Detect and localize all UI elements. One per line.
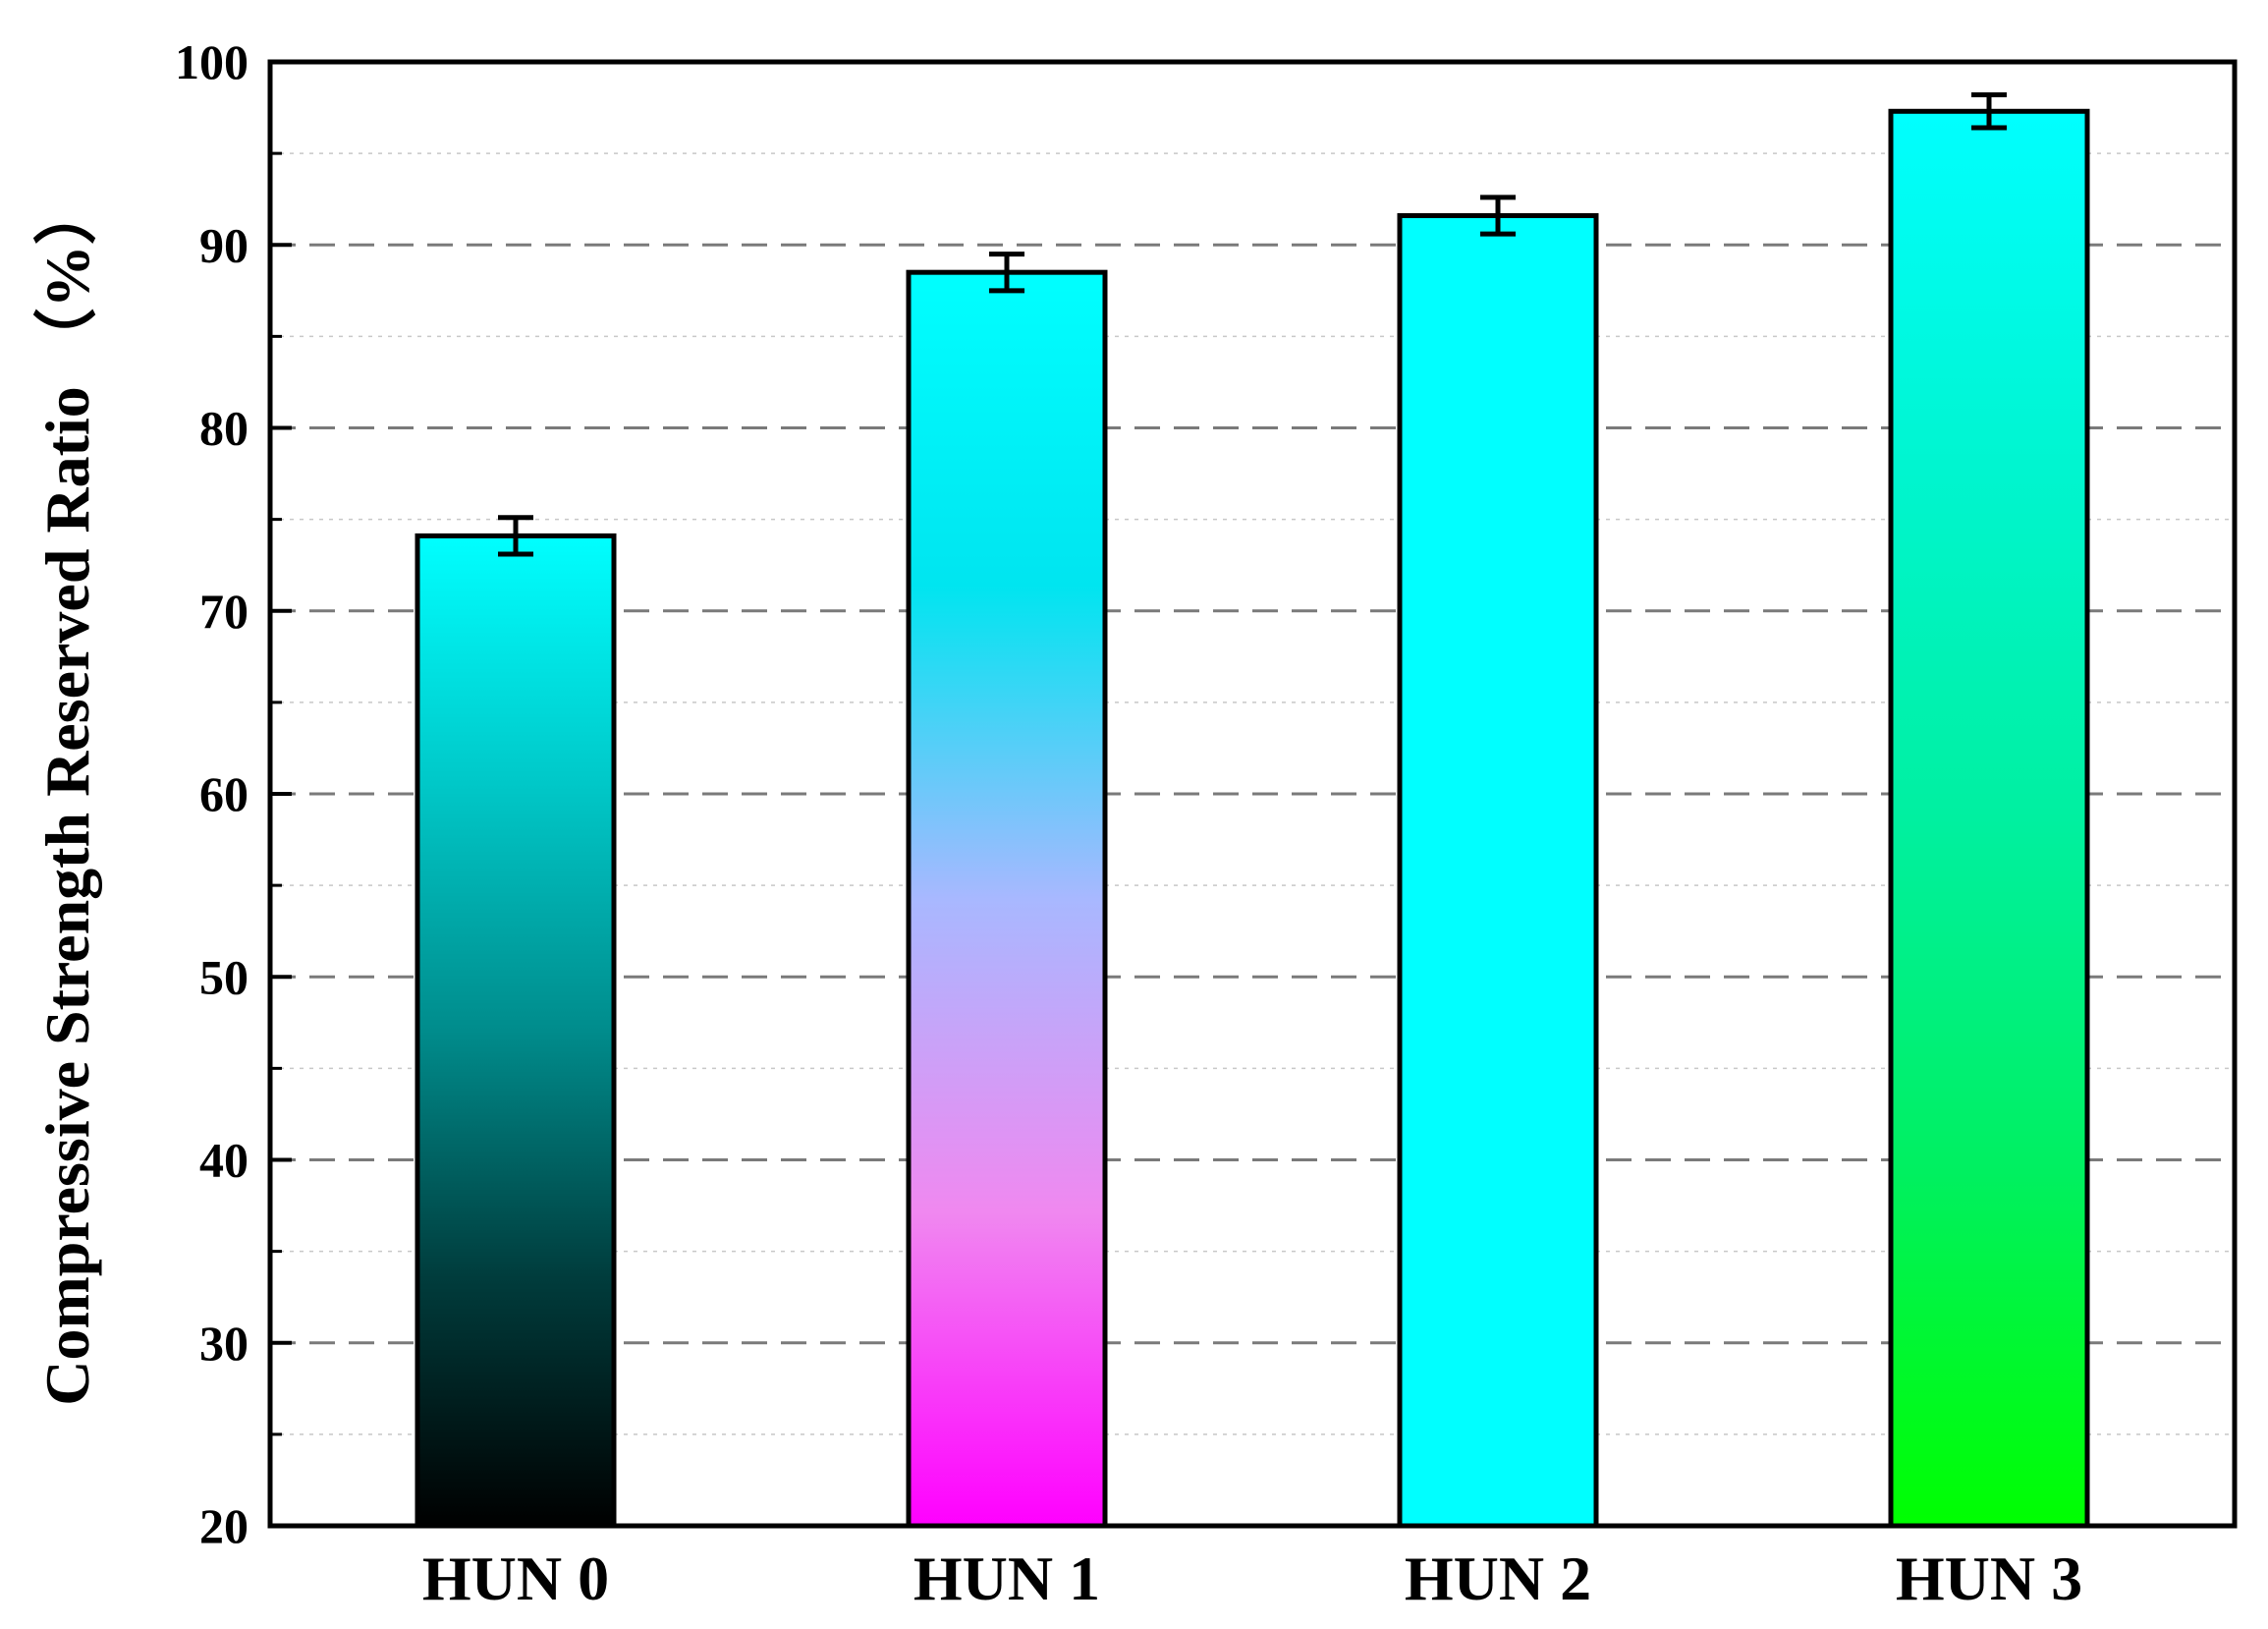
y-tick-label: 100 — [175, 34, 249, 89]
bar-hun-1 — [906, 269, 1108, 1529]
y-tick-label: 70 — [199, 584, 249, 639]
x-category-label: HUN 1 — [913, 1544, 1100, 1613]
y-tick-label: 80 — [199, 401, 249, 456]
y-axis-ticks: 20 30 40 50 60 70 80 90 100 — [175, 34, 292, 1553]
y-tick-label: 60 — [199, 766, 249, 821]
x-axis-labels: HUN 0 HUN 1 HUN 2 HUN 3 — [422, 1544, 2082, 1613]
y-tick-label: 50 — [199, 949, 249, 1004]
bars — [415, 108, 2090, 1529]
error-bars — [498, 92, 2007, 557]
y-tick-label: 30 — [199, 1316, 249, 1371]
y-tick-label: 40 — [199, 1133, 249, 1188]
y-tick-label: 20 — [199, 1498, 249, 1553]
y-axis-title: Compressive Strength Reserved Ratio （%） — [32, 182, 102, 1406]
y-tick-label: 90 — [199, 217, 249, 272]
error-bar — [1480, 195, 1516, 237]
x-category-label: HUN 0 — [422, 1544, 609, 1613]
x-category-label: HUN 3 — [1896, 1544, 2082, 1613]
error-bar — [1971, 92, 2007, 131]
x-category-label: HUN 2 — [1405, 1544, 1591, 1613]
error-bar — [498, 515, 533, 557]
error-bar — [989, 252, 1024, 294]
bar-hun-2 — [1397, 212, 1599, 1529]
bar-hun-0 — [415, 533, 617, 1529]
bar-hun-3 — [1888, 108, 2090, 1529]
